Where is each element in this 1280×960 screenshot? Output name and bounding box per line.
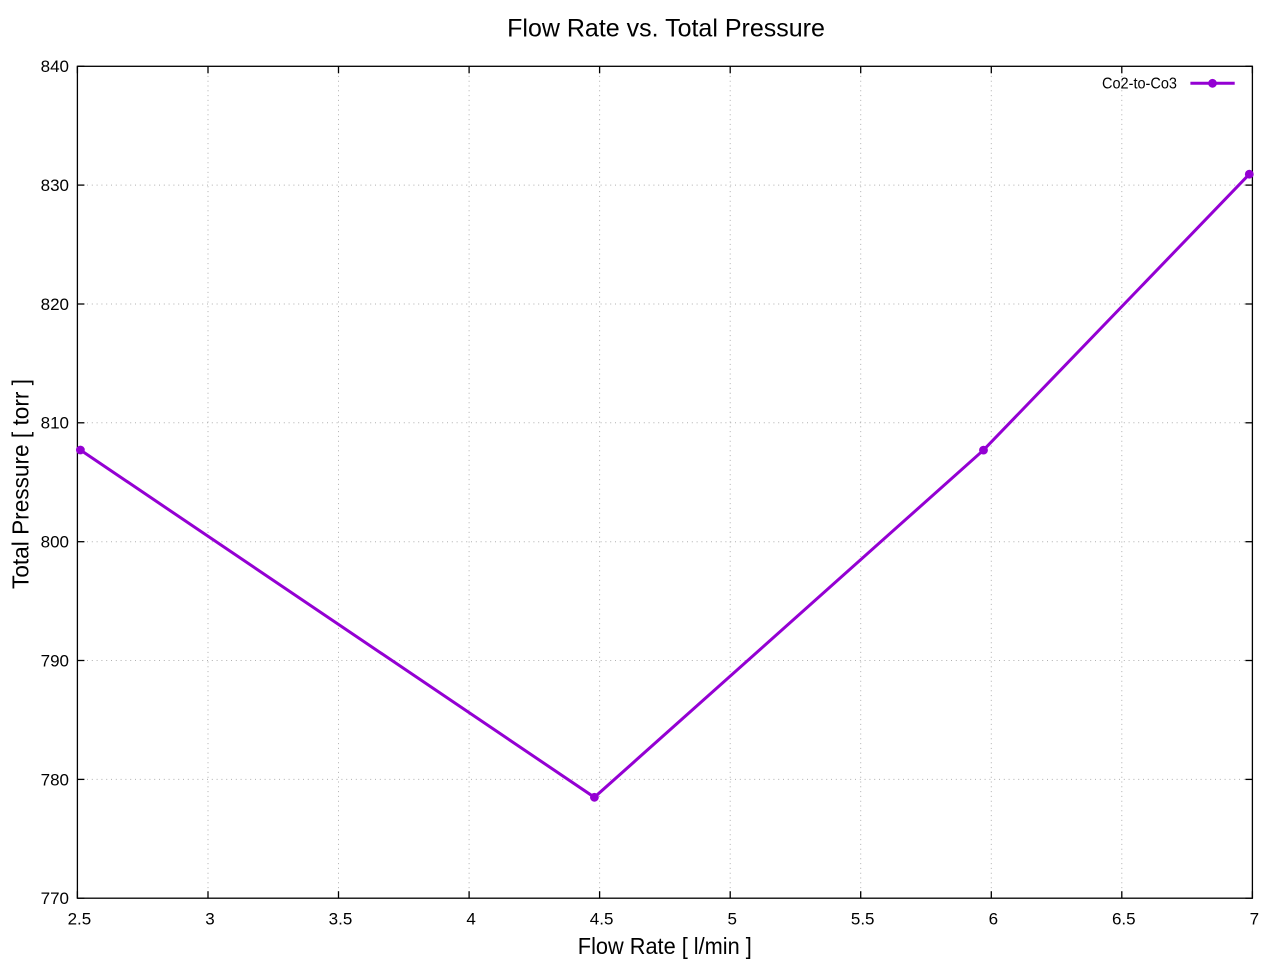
svg-text:Flow Rate vs. Total Pressure: Flow Rate vs. Total Pressure — [507, 15, 825, 43]
svg-text:840: 840 — [41, 57, 69, 76]
svg-text:6.5: 6.5 — [1112, 910, 1136, 929]
svg-text:5: 5 — [727, 910, 736, 929]
svg-text:Total Pressure [ torr ]: Total Pressure [ torr ] — [8, 379, 34, 589]
svg-text:2.5: 2.5 — [68, 910, 92, 929]
svg-text:5.5: 5.5 — [851, 910, 875, 929]
svg-text:830: 830 — [41, 176, 69, 195]
svg-text:4.5: 4.5 — [590, 910, 614, 929]
svg-text:3.5: 3.5 — [329, 910, 353, 929]
svg-text:6: 6 — [989, 910, 998, 929]
svg-text:3: 3 — [205, 910, 214, 929]
svg-text:4: 4 — [466, 910, 475, 929]
svg-text:800: 800 — [41, 533, 69, 552]
svg-text:820: 820 — [41, 295, 69, 314]
svg-text:780: 780 — [41, 770, 69, 789]
svg-text:7: 7 — [1250, 910, 1259, 929]
svg-text:770: 770 — [41, 889, 69, 908]
svg-text:Flow Rate [ l/min ]: Flow Rate [ l/min ] — [578, 933, 752, 959]
svg-text:Co2-to-Co3: Co2-to-Co3 — [1102, 76, 1177, 93]
svg-text:790: 790 — [41, 651, 69, 670]
svg-text:810: 810 — [41, 414, 69, 433]
